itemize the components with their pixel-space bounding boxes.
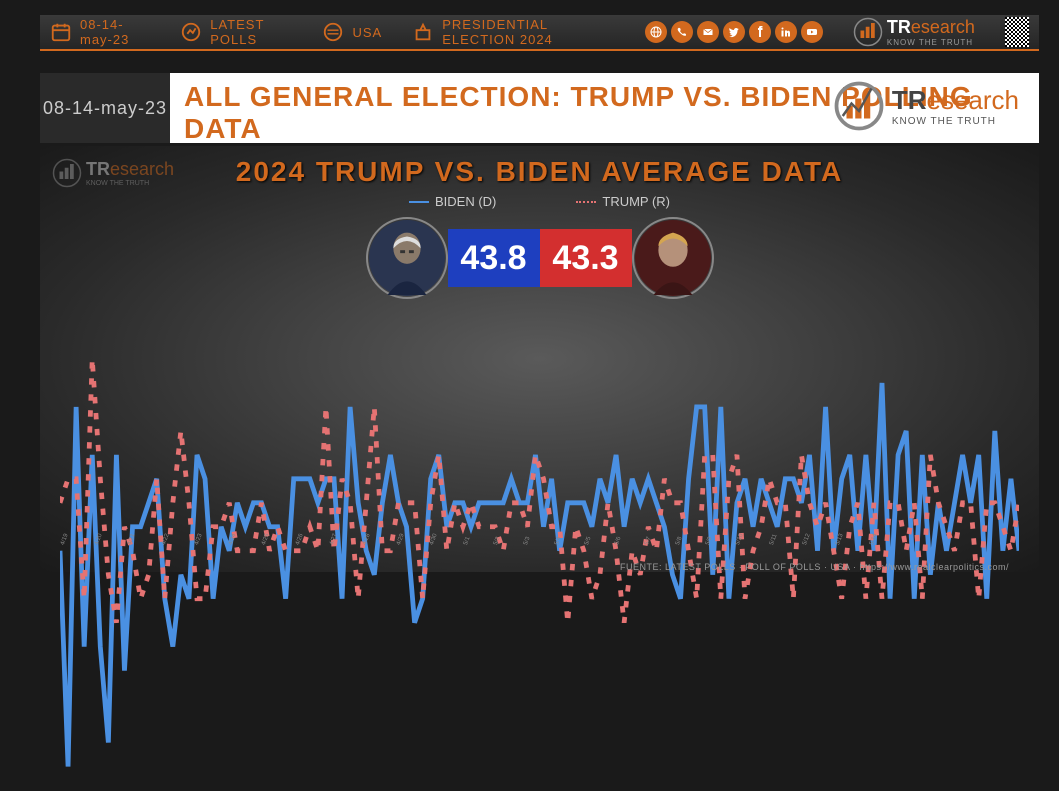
- nav-label: LATEST POLLS: [210, 17, 290, 47]
- logo-text-tr: TR: [887, 17, 911, 37]
- nav-election[interactable]: PRESIDENTIAL ELECTION 2024: [412, 17, 615, 47]
- chart-title: 2024 TRUMP VS. BIDEN AVERAGE DATA: [40, 146, 1039, 188]
- chart-legend: BIDEN (D) TRUMP (R): [40, 194, 1039, 209]
- header-main: ALL GENERAL ELECTION: TRUMP VS. BIDEN PO…: [170, 73, 1039, 143]
- nav-latest-polls[interactable]: LATEST POLLS: [180, 17, 290, 47]
- mail-icon[interactable]: [697, 21, 719, 43]
- twitter-icon[interactable]: [723, 21, 745, 43]
- legend-trump-label: TRUMP (R): [602, 194, 670, 209]
- chart-icon: [180, 20, 202, 44]
- top-nav: 08-14-may-23 LATEST POLLS USA PRESIDENTI…: [40, 15, 1039, 51]
- youtube-icon[interactable]: [801, 21, 823, 43]
- watermark-search: esearch: [110, 159, 174, 179]
- nav-usa[interactable]: USA: [321, 20, 383, 44]
- facebook-icon[interactable]: [749, 21, 771, 43]
- legend-biden: BIDEN (D): [409, 194, 496, 209]
- logo-text-tr: TR: [892, 85, 927, 115]
- logo-tagline: KNOW THE TRUTH: [892, 116, 1019, 127]
- chart-watermark: TResearch KNOW THE TRUTH: [52, 158, 174, 188]
- phone-icon[interactable]: [671, 21, 693, 43]
- vote-icon: [412, 20, 434, 44]
- watermark-tag: KNOW THE TRUTH: [86, 180, 174, 187]
- trump-avatar: [632, 217, 714, 299]
- calendar-icon: [50, 20, 72, 44]
- social-links: [645, 21, 823, 43]
- trump-score: 43.3: [540, 229, 632, 287]
- biden-score: 43.8: [448, 229, 540, 287]
- linkedin-icon[interactable]: [775, 21, 797, 43]
- flag-icon: [321, 20, 345, 44]
- scores-row: 43.8 43.3: [40, 217, 1039, 299]
- logo-mark-icon: [853, 17, 883, 47]
- legend-biden-label: BIDEN (D): [435, 194, 496, 209]
- globe-icon[interactable]: [645, 21, 667, 43]
- nav-label: USA: [353, 25, 383, 40]
- biden-avatar: [366, 217, 448, 299]
- logo-mark-icon: [834, 81, 884, 131]
- top-date-text: 08-14-may-23: [80, 17, 150, 47]
- logo-text-search: esearch: [911, 17, 975, 37]
- top-date: 08-14-may-23: [50, 17, 150, 47]
- chart-area: TResearch KNOW THE TRUTH 2024 TRUMP VS. …: [40, 146, 1039, 572]
- logo-text-search: esearch: [927, 85, 1020, 115]
- top-logo[interactable]: TResearch KNOW THE TRUTH: [853, 17, 975, 47]
- watermark-tr: TR: [86, 159, 110, 179]
- qr-code[interactable]: [1005, 17, 1029, 47]
- nav-label: PRESIDENTIAL ELECTION 2024: [442, 17, 615, 47]
- chart-footer: FUENTE: LATEST POLLS · POLL OF POLLS · U…: [620, 562, 1009, 572]
- legend-trump-swatch: [576, 201, 596, 203]
- legend-trump: TRUMP (R): [576, 194, 670, 209]
- logo-tagline: KNOW THE TRUTH: [887, 38, 975, 47]
- header-bar: 08-14-may-23 ALL GENERAL ELECTION: TRUMP…: [40, 73, 1039, 143]
- logo-mark-icon: [52, 158, 82, 188]
- header-logo[interactable]: TResearch KNOW THE TRUTH: [834, 81, 1019, 131]
- header-date-box: 08-14-may-23: [40, 73, 170, 143]
- legend-biden-swatch: [409, 201, 429, 203]
